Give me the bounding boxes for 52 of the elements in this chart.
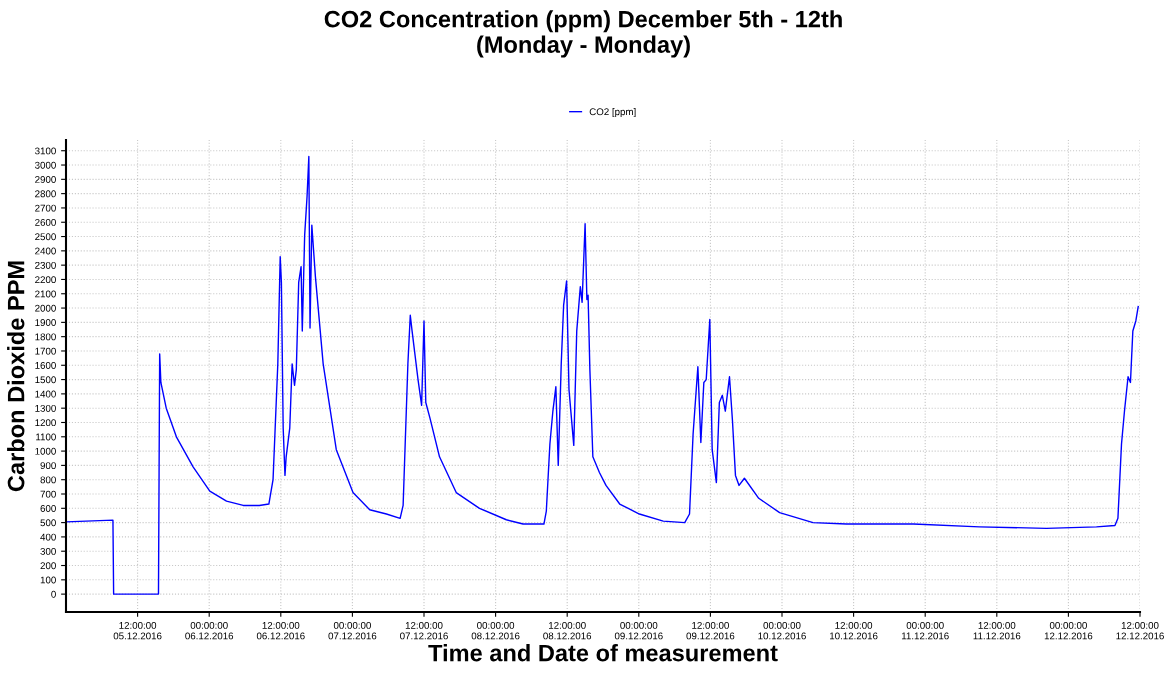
y-tick-label: 1400 [35, 390, 56, 398]
y-tick-label: 2900 [35, 176, 56, 183]
y-tick-label: 2100 [35, 290, 56, 298]
x-tick-label: 12:00:00 11.12.2016 [973, 621, 1021, 640]
y-tick-label: 1800 [35, 333, 56, 341]
y-tick-label: 1100 [36, 433, 56, 441]
y-tick-label: 2500 [35, 233, 56, 241]
y-tick-label: 1200 [35, 419, 56, 427]
x-axis-title: Time and Date of measurement [428, 644, 778, 662]
x-tick-label: 00:00:00 09.12.2016 [614, 621, 663, 640]
y-tick-label: 2400 [35, 247, 56, 255]
x-tick-label: 00:00:00 08.12.2016 [471, 621, 520, 640]
y-tick-label: 1500 [35, 376, 56, 384]
y-axis-title: Carbon Dioxide PPM [7, 261, 25, 492]
y-tick-label: 2200 [35, 276, 56, 284]
x-tick-label: 12:00:00 10.12.2016 [830, 621, 878, 640]
y-tick-label: 1300 [35, 404, 56, 412]
x-tick-label: 00:00:00 11.12.2016 [901, 621, 949, 640]
line-series [66, 155, 1139, 595]
y-tick-label: 3100 [35, 147, 56, 155]
y-tick-label: 2700 [35, 204, 56, 212]
x-tick-label: 12:00:00 09.12.2016 [686, 621, 735, 640]
y-tick-label: 1700 [35, 347, 56, 355]
y-tick-label: 2000 [35, 304, 56, 312]
x-tick-label: 12:00:00 05.12.2016 [113, 621, 162, 640]
y-tick-label: 700 [40, 490, 56, 498]
y-tick-label: 500 [40, 519, 56, 527]
y-tick-label: 100 [40, 576, 56, 584]
y-tick-label: 600 [40, 505, 56, 512]
x-tick-label: 00:00:00 06.12.2016 [185, 621, 234, 640]
y-tick-label: 800 [40, 476, 56, 484]
chart-title: CO2 Concentration (ppm) December 5th - 12th (Monday - Monday) [324, 10, 842, 58]
x-tick-label: 12:00:00 12.12.2016 [1116, 621, 1164, 640]
x-tick-label: 12:00:00 08.12.2016 [543, 621, 592, 640]
x-tick-label: 00:00:00 07.12.2016 [328, 621, 377, 640]
y-tick-label: 1600 [35, 362, 56, 369]
y-tick-label: 2800 [35, 190, 56, 198]
x-tick-label: 12:00:00 07.12.2016 [400, 621, 448, 640]
y-tick-label: 400 [40, 533, 56, 541]
y-tick-label: 3000 [35, 161, 56, 169]
y-tick-label: 1900 [35, 319, 56, 326]
y-tick-label: 200 [40, 562, 56, 570]
legend-label: CO2 [ppm] [589, 108, 636, 118]
y-tick-label: 2300 [35, 261, 56, 269]
y-tick-label: 0 [51, 590, 56, 598]
y-tick-label: 2600 [35, 218, 56, 226]
x-tick-label: 12:00:00 06.12.2016 [256, 621, 305, 640]
x-tick-label: 00:00:00 12.12.2016 [1044, 621, 1093, 640]
y-tick-label: 900 [40, 462, 56, 470]
y-tick-label: 300 [40, 547, 56, 555]
x-tick-label: 00:00:00 10.12.2016 [758, 621, 806, 640]
y-tick-label: 1000 [35, 447, 56, 455]
